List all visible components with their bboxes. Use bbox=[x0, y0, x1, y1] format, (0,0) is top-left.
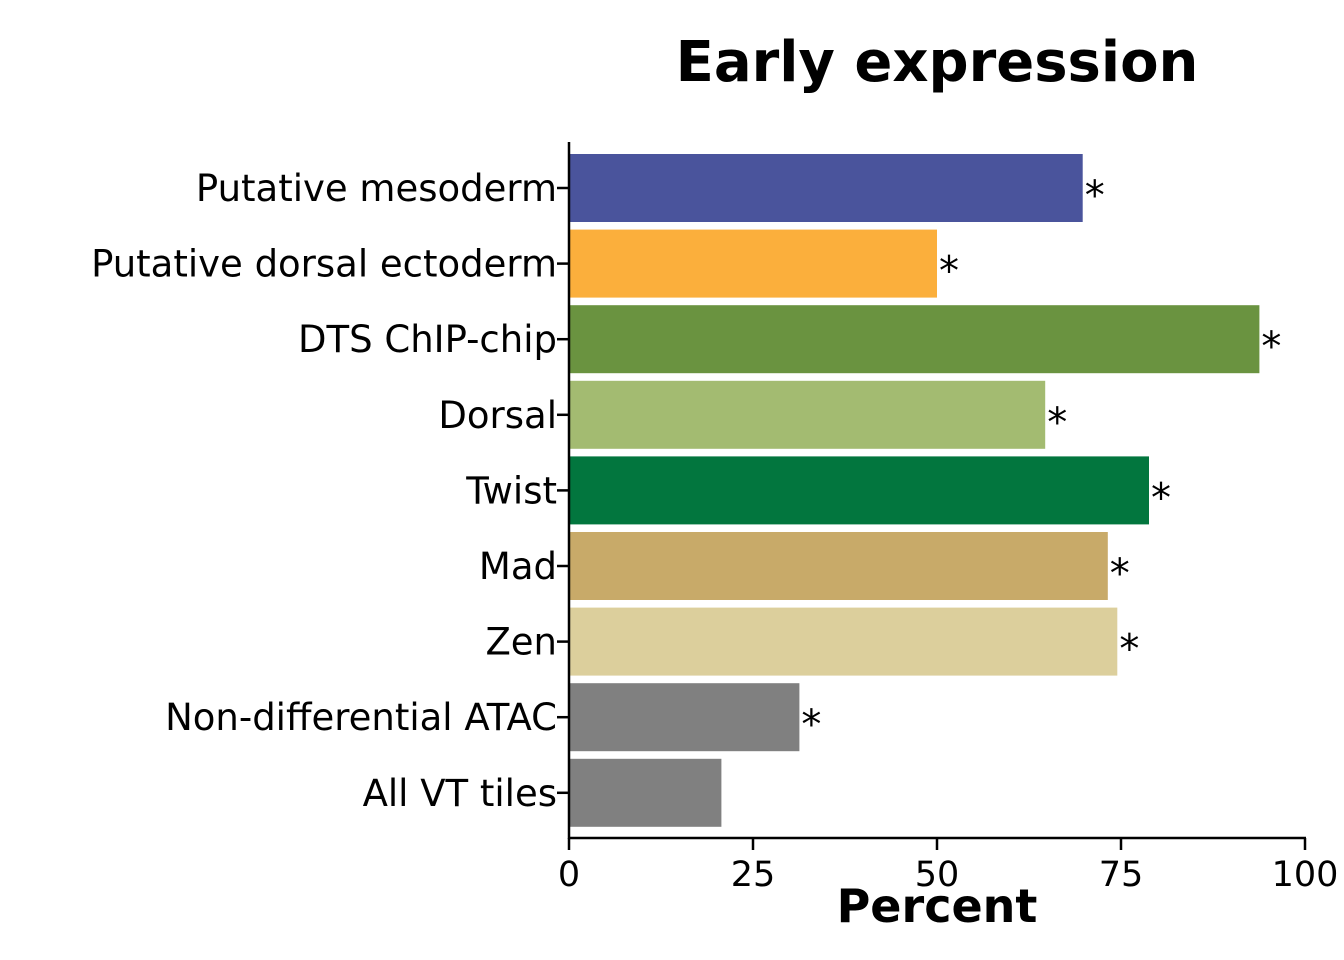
category-label-non-differential-atac: Non-differential ATAC bbox=[165, 696, 557, 739]
significance-star: * bbox=[1119, 627, 1139, 673]
x-tick-label: 25 bbox=[731, 855, 776, 895]
x-tick-label: 50 bbox=[915, 855, 960, 895]
category-label-dorsal: Dorsal bbox=[438, 394, 557, 437]
category-label-mad: Mad bbox=[479, 545, 557, 588]
bar-putative-mesoderm bbox=[569, 154, 1083, 222]
category-label-zen: Zen bbox=[485, 621, 557, 664]
category-label-twist: Twist bbox=[465, 469, 557, 512]
x-tick-label: 100 bbox=[1272, 855, 1339, 895]
category-label-putative-dorsal-ectoderm: Putative dorsal ectoderm bbox=[91, 243, 557, 286]
significance-star: * bbox=[1047, 400, 1067, 446]
bar-zen bbox=[569, 607, 1118, 676]
bar-non-differential-atac bbox=[569, 683, 800, 752]
x-tick-label: 75 bbox=[1099, 855, 1144, 895]
bars-group bbox=[569, 154, 1260, 827]
significance-markers: * * * * * * * * bbox=[801, 173, 1281, 748]
x-tick-label: 0 bbox=[558, 855, 580, 895]
x-axis-title: Percent bbox=[837, 879, 1038, 933]
chart-title: Early expression bbox=[676, 30, 1199, 95]
y-axis-category-labels: Putative mesoderm Putative dorsal ectoder… bbox=[91, 167, 569, 815]
category-label-putative-mesoderm: Putative mesoderm bbox=[196, 167, 557, 210]
significance-star: * bbox=[1151, 475, 1171, 521]
category-label-all-vt-tiles: All VT tiles bbox=[363, 772, 557, 815]
category-label-dts-chip-chip: DTS ChIP-chip bbox=[298, 318, 557, 361]
bar-dts-chip-chip bbox=[569, 305, 1260, 374]
significance-star: * bbox=[1110, 551, 1130, 597]
significance-star: * bbox=[1261, 324, 1281, 370]
bar-mad bbox=[569, 532, 1108, 600]
significance-star: * bbox=[939, 249, 959, 295]
bar-all-vt-tiles bbox=[569, 758, 722, 827]
bar-twist bbox=[569, 456, 1149, 525]
significance-star: * bbox=[801, 702, 821, 748]
bar-putative-dorsal-ectoderm bbox=[569, 229, 937, 298]
bar-dorsal bbox=[569, 380, 1046, 449]
significance-star: * bbox=[1085, 173, 1105, 219]
x-axis-ticks: 0 25 50 75 100 bbox=[558, 838, 1339, 895]
